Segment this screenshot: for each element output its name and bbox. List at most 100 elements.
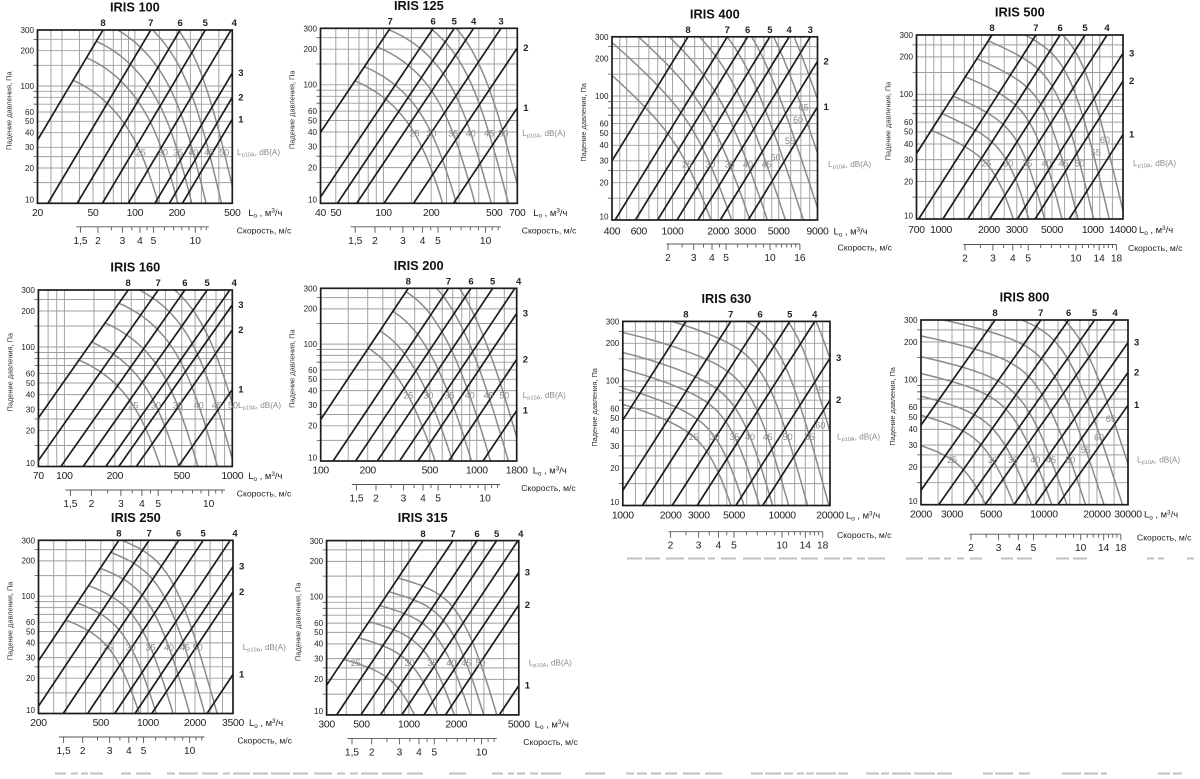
svg-text:45: 45 <box>204 148 214 158</box>
svg-text:1,5: 1,5 <box>348 236 362 247</box>
svg-text:Lp10A, dB(A): Lp10A, dB(A) <box>529 659 572 670</box>
svg-text:45: 45 <box>180 642 190 652</box>
svg-text:45: 45 <box>212 401 222 411</box>
svg-text:18: 18 <box>1115 543 1127 554</box>
svg-text:1,5: 1,5 <box>63 499 77 510</box>
svg-text:50: 50 <box>498 128 508 138</box>
svg-text:600: 600 <box>631 227 648 238</box>
svg-text:2000: 2000 <box>707 227 729 238</box>
svg-text:IRIS 400: IRIS 400 <box>690 6 740 21</box>
svg-text:45: 45 <box>1046 455 1056 465</box>
svg-text:Скорость, м/с: Скорость, м/с <box>1128 243 1183 253</box>
svg-text:300: 300 <box>303 25 317 34</box>
svg-text:14: 14 <box>1093 254 1105 265</box>
svg-text:40: 40 <box>308 386 318 395</box>
svg-text:50: 50 <box>314 628 324 637</box>
svg-text:60: 60 <box>908 403 918 412</box>
svg-text:7: 7 <box>446 277 451 288</box>
svg-text:35: 35 <box>1008 455 1018 465</box>
svg-text:10: 10 <box>904 211 914 220</box>
svg-text:60: 60 <box>815 421 825 431</box>
svg-text:14: 14 <box>1098 543 1110 554</box>
svg-text:45: 45 <box>484 128 494 138</box>
svg-text:60: 60 <box>314 619 324 628</box>
svg-text:1000: 1000 <box>466 466 488 477</box>
svg-text:IRIS 125: IRIS 125 <box>394 0 444 13</box>
svg-text:20000: 20000 <box>1083 510 1111 521</box>
svg-text:Падение давления, Па: Падение давления, Па <box>6 581 15 660</box>
svg-text:Lp10A, dB(A): Lp10A, dB(A) <box>828 160 871 171</box>
svg-text:2: 2 <box>239 587 244 598</box>
svg-text:2: 2 <box>824 56 829 67</box>
svg-text:14: 14 <box>800 541 812 552</box>
svg-text:65: 65 <box>1106 414 1116 424</box>
svg-text:6: 6 <box>474 529 479 540</box>
svg-text:8: 8 <box>992 308 997 319</box>
svg-text:50: 50 <box>475 658 485 668</box>
svg-text:4: 4 <box>787 25 793 36</box>
svg-text:8: 8 <box>126 278 131 289</box>
svg-text:200: 200 <box>21 557 35 566</box>
svg-text:55: 55 <box>785 136 795 146</box>
svg-text:500: 500 <box>486 208 503 219</box>
svg-text:IRIS 160: IRIS 160 <box>110 260 160 275</box>
svg-text:Lo , м3/ч: Lo , м3/ч <box>535 718 569 731</box>
svg-text:1: 1 <box>523 406 529 417</box>
svg-text:5: 5 <box>490 277 496 288</box>
svg-text:40: 40 <box>1030 455 1040 465</box>
svg-text:40: 40 <box>194 401 204 411</box>
svg-text:25: 25 <box>128 401 138 411</box>
svg-text:300: 300 <box>21 286 35 295</box>
svg-text:60: 60 <box>610 404 620 413</box>
svg-text:30: 30 <box>426 128 436 138</box>
svg-text:3: 3 <box>239 562 244 573</box>
svg-text:60: 60 <box>1100 135 1110 145</box>
svg-text:Lo , м3/ч: Lo , м3/ч <box>1144 509 1178 522</box>
svg-text:10: 10 <box>764 253 776 264</box>
svg-text:700: 700 <box>908 225 925 236</box>
svg-text:25: 25 <box>136 148 146 158</box>
svg-text:20: 20 <box>32 208 43 219</box>
svg-text:200: 200 <box>595 54 609 63</box>
svg-text:3: 3 <box>238 300 243 311</box>
svg-text:Падение давления, Па: Падение давления, Па <box>579 82 588 161</box>
svg-text:1: 1 <box>824 102 830 113</box>
svg-text:4: 4 <box>137 236 143 247</box>
svg-text:1800: 1800 <box>506 466 528 477</box>
svg-text:2: 2 <box>95 236 101 247</box>
svg-text:5: 5 <box>1082 23 1088 34</box>
svg-text:Скорость, м/с: Скорость, м/с <box>237 489 292 499</box>
svg-text:500: 500 <box>174 471 191 482</box>
svg-text:40: 40 <box>188 148 198 158</box>
svg-text:55: 55 <box>1091 148 1101 158</box>
svg-text:2: 2 <box>968 543 974 554</box>
svg-text:200: 200 <box>169 208 186 219</box>
svg-text:30: 30 <box>126 642 136 652</box>
svg-text:3: 3 <box>120 236 126 247</box>
svg-text:20: 20 <box>908 463 918 472</box>
svg-text:45: 45 <box>1058 158 1068 168</box>
svg-text:Скорость, м/с: Скорость, м/с <box>837 530 892 540</box>
svg-text:6: 6 <box>177 18 182 29</box>
svg-text:8: 8 <box>989 23 994 34</box>
svg-text:100: 100 <box>375 208 392 219</box>
svg-text:Lp10A, dB(A): Lp10A, dB(A) <box>523 391 566 402</box>
svg-text:35: 35 <box>725 160 735 170</box>
svg-text:40: 40 <box>164 642 174 652</box>
svg-text:Lp10A, dB(A): Lp10A, dB(A) <box>1137 455 1180 466</box>
svg-text:40: 40 <box>599 141 609 150</box>
svg-text:1: 1 <box>239 670 245 681</box>
svg-text:35: 35 <box>427 658 437 668</box>
svg-text:8: 8 <box>100 18 105 29</box>
svg-text:2: 2 <box>372 236 378 247</box>
svg-text:10: 10 <box>476 747 488 758</box>
svg-text:10: 10 <box>479 494 491 505</box>
svg-text:Падение давления, Па: Падение давления, Па <box>294 582 303 661</box>
svg-text:IRIS 200: IRIS 200 <box>394 258 444 273</box>
svg-text:Lo , м3/ч: Lo , м3/ч <box>533 207 567 220</box>
svg-text:10: 10 <box>184 746 196 757</box>
svg-text:7: 7 <box>156 278 161 289</box>
svg-text:5: 5 <box>435 236 441 247</box>
svg-text:65: 65 <box>799 103 809 113</box>
svg-text:3000: 3000 <box>734 227 756 238</box>
